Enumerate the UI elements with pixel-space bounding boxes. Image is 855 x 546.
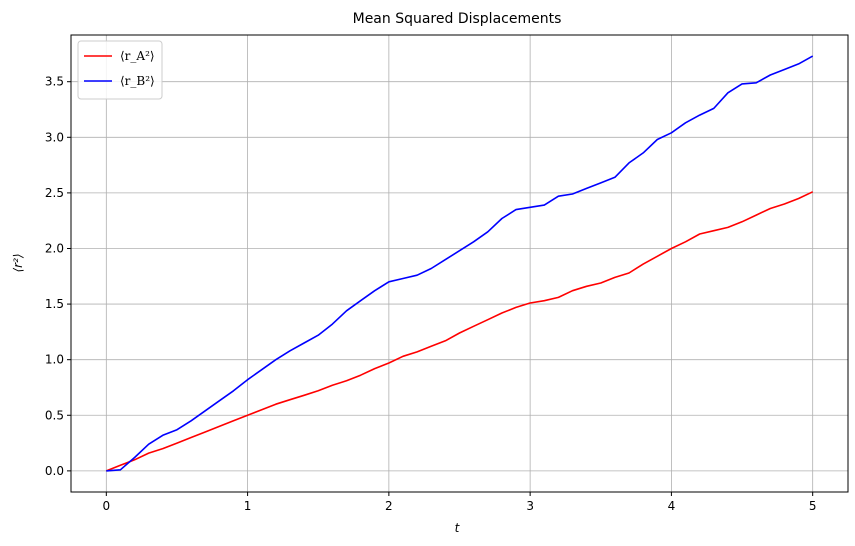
- y-tick-label: 1.0: [45, 353, 64, 367]
- series-line-1: [106, 55, 814, 472]
- legend: ⟨r_A²⟩ ⟨r_B²⟩: [77, 40, 163, 100]
- y-tick-label: 0.0: [45, 464, 64, 478]
- x-tick-label: 2: [385, 499, 393, 513]
- x-axis-label: t: [455, 521, 461, 535]
- y-tick-label: 2.5: [45, 186, 64, 200]
- y-ticks: 0.0 0.5 1.0 1.5 2.0 2.5 3.0 3.5: [45, 75, 71, 478]
- legend-label-0: ⟨r_A²⟩: [120, 49, 155, 63]
- series-line-0: [106, 191, 814, 472]
- plot-frame: [70, 34, 849, 493]
- y-tick-label: 0.5: [45, 408, 64, 422]
- x-ticks: 0 1 2 3 4 5: [102, 492, 817, 513]
- y-tick-label: 1.5: [45, 297, 64, 311]
- x-tick-label: 5: [809, 499, 817, 513]
- legend-label-1: ⟨r_B²⟩: [120, 74, 155, 88]
- y-tick-label: 3.0: [45, 130, 64, 144]
- x-tick-label: 1: [244, 499, 252, 513]
- grid-lines: [71, 35, 848, 492]
- x-tick-label: 4: [668, 499, 676, 513]
- chart-title: Mean Squared Displacements: [353, 11, 562, 27]
- series-lines: [106, 55, 814, 472]
- y-tick-label: 2.0: [45, 241, 64, 255]
- y-tick-label: 3.5: [45, 75, 64, 89]
- y-axis-label: ⟨r²⟩: [11, 253, 25, 272]
- x-tick-label: 0: [102, 499, 110, 513]
- x-tick-label: 3: [526, 499, 534, 513]
